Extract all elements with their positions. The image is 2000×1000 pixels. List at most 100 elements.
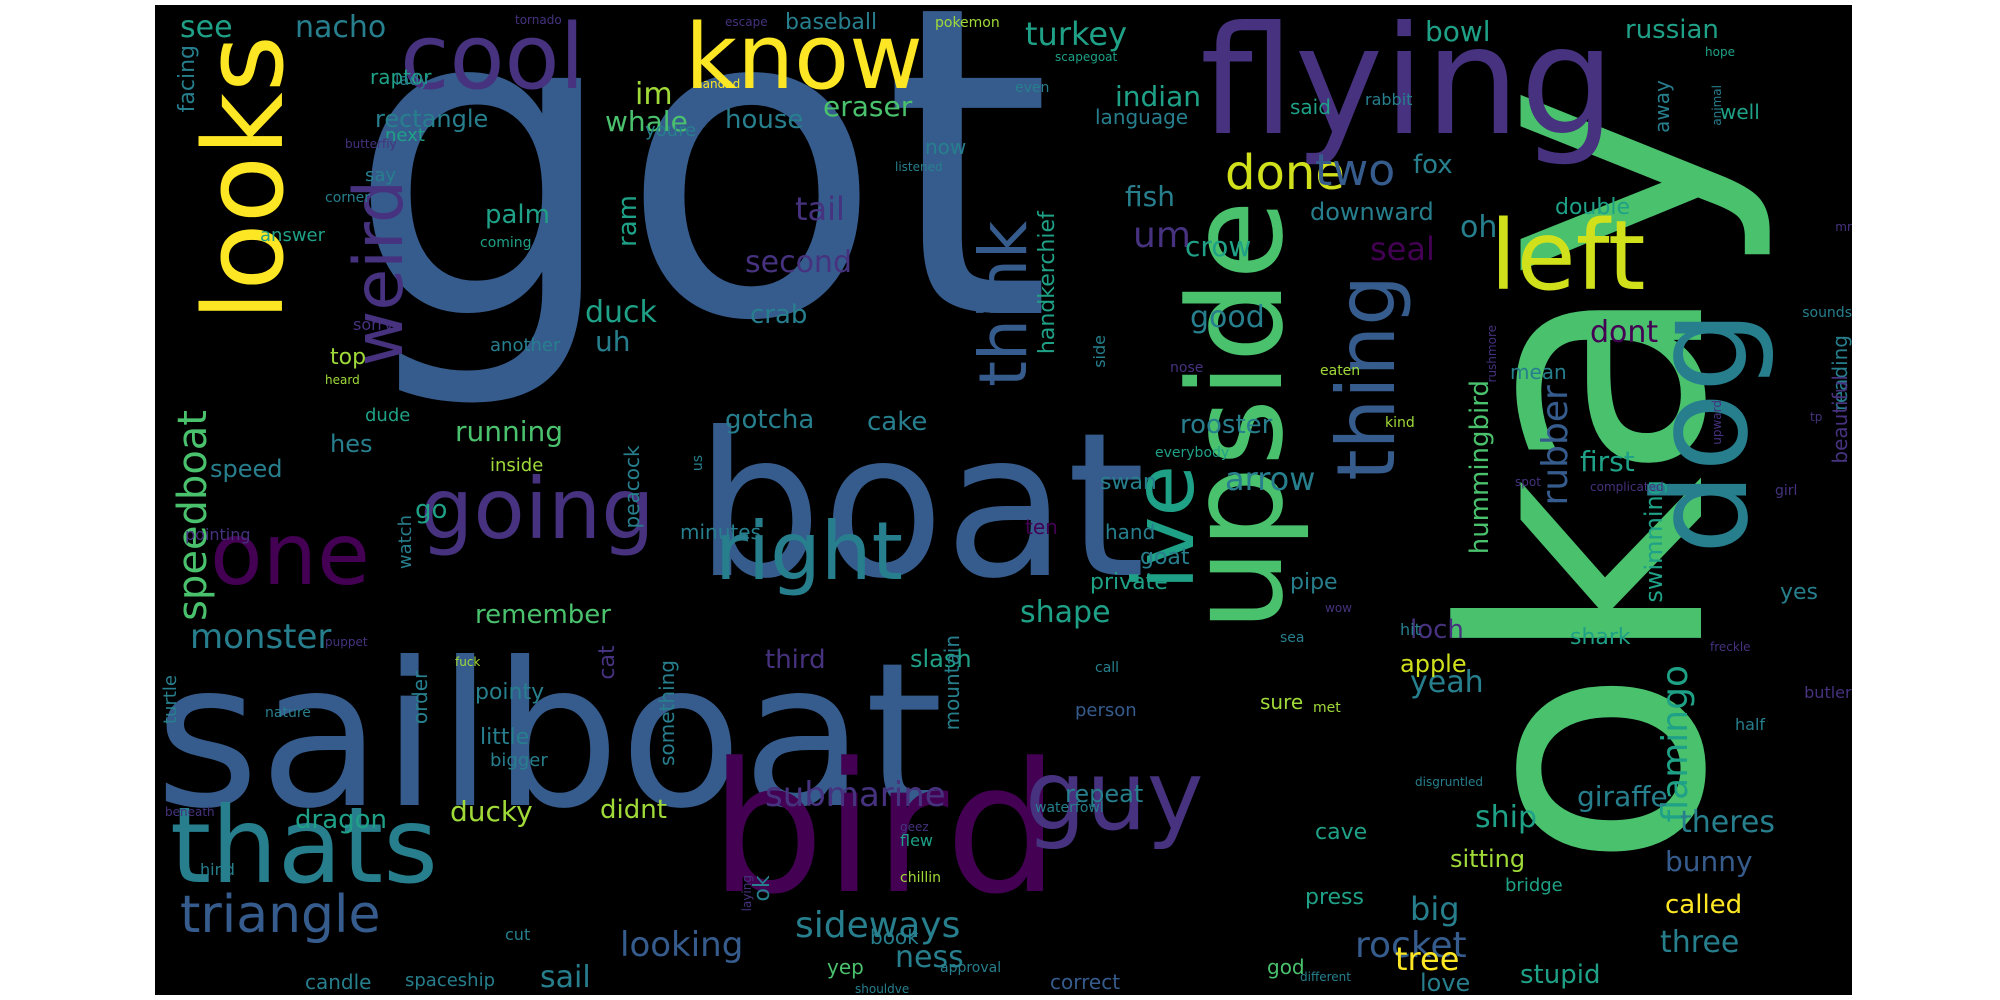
word-coming: coming bbox=[480, 235, 532, 251]
word-slash: slash bbox=[910, 645, 972, 673]
word-pointing: pointing bbox=[185, 525, 251, 544]
word-pipe: pipe bbox=[1290, 570, 1338, 595]
word-two: two bbox=[1315, 145, 1395, 196]
word-shark: shark bbox=[1570, 625, 1631, 650]
word-tornado: tornado bbox=[515, 13, 562, 27]
word-half: half bbox=[1735, 715, 1765, 734]
word-running: running bbox=[455, 415, 563, 448]
word-bridge: bridge bbox=[1505, 875, 1563, 896]
word-seal: seal bbox=[1370, 230, 1435, 268]
word-corner: corner bbox=[325, 190, 370, 206]
word-goat: goat bbox=[1140, 545, 1190, 570]
word-turtle: turtle bbox=[160, 675, 181, 724]
word-russian: russian bbox=[1625, 15, 1719, 45]
word-upside: upside bbox=[1160, 200, 1312, 631]
word-flew: flew bbox=[900, 831, 933, 850]
word-thats: thats bbox=[170, 785, 438, 907]
word-right: right bbox=[715, 505, 903, 598]
word-dude: dude bbox=[365, 405, 410, 426]
word-away: away bbox=[1650, 80, 1674, 133]
word-triangle: triangle bbox=[180, 885, 380, 945]
word-ness: ness bbox=[895, 940, 964, 975]
word-second: second bbox=[745, 245, 852, 280]
word-ship: ship bbox=[1475, 800, 1537, 835]
word-say: say bbox=[365, 165, 396, 186]
word-cool: cool bbox=[400, 5, 585, 110]
word-listened: listened bbox=[895, 160, 943, 174]
word-called: called bbox=[1665, 890, 1742, 920]
word-shape: shape bbox=[1020, 595, 1111, 630]
word-monster: monster bbox=[190, 617, 331, 657]
word-theres: theres bbox=[1680, 805, 1775, 840]
word-person: person bbox=[1075, 700, 1137, 721]
word-sailboat: sailboat bbox=[155, 620, 943, 853]
word-youre: youre bbox=[645, 120, 696, 141]
word-puppet: puppet bbox=[325, 635, 368, 649]
word-eaten: eaten bbox=[1320, 363, 1360, 379]
word-hes: hes bbox=[330, 430, 372, 458]
word-mr: mr bbox=[1835, 220, 1852, 234]
word-mean: mean bbox=[1510, 360, 1567, 384]
word-crab: crab bbox=[750, 300, 807, 330]
word-dont: dont bbox=[1590, 315, 1658, 350]
word-god: god bbox=[1267, 955, 1305, 979]
word-order: order bbox=[408, 670, 432, 724]
word-girl: girl bbox=[1775, 483, 1797, 499]
word-spaceship: spaceship bbox=[405, 970, 495, 991]
word-swan: swan bbox=[1100, 470, 1157, 495]
word-next: next bbox=[385, 125, 425, 146]
word-chillin: chillin bbox=[900, 870, 941, 886]
word-good: good bbox=[1190, 300, 1265, 335]
word-something: something bbox=[655, 660, 679, 766]
word-hit: hit bbox=[1400, 620, 1421, 639]
word-rushmore: rushmore bbox=[1485, 325, 1499, 382]
word-palm: palm bbox=[485, 200, 550, 230]
word-first: first bbox=[1580, 445, 1635, 478]
word-answer: answer bbox=[260, 225, 326, 246]
word-facing: facing bbox=[175, 45, 200, 112]
word-flamingo: flamingo bbox=[1655, 665, 1696, 823]
word-done: done bbox=[1225, 145, 1345, 201]
word-speedboat: speedboat bbox=[170, 410, 216, 621]
word-big: big bbox=[1410, 890, 1460, 928]
word-speed: speed bbox=[210, 455, 283, 483]
word-going: going bbox=[420, 460, 655, 558]
word-pointy: pointy bbox=[475, 680, 544, 705]
word-watch: watch bbox=[395, 515, 416, 569]
word-third: third bbox=[765, 645, 826, 675]
word-got: got bbox=[347, 5, 1052, 415]
word-ducky: ducky bbox=[450, 795, 533, 828]
word-private: private bbox=[1090, 570, 1168, 595]
word-said: said bbox=[1290, 95, 1331, 119]
word-shouldve: shouldve bbox=[855, 982, 909, 995]
word-apple: apple bbox=[1400, 650, 1467, 678]
word-handed: handed bbox=[695, 77, 740, 91]
word-indian: indian bbox=[1115, 80, 1201, 113]
word-stupid: stupid bbox=[1520, 960, 1600, 990]
word-think: think bbox=[965, 220, 1042, 387]
word-whale: whale bbox=[605, 105, 688, 138]
word-downward: downward bbox=[1310, 198, 1434, 226]
word-spot: spot bbox=[1515, 475, 1541, 489]
word-met: met bbox=[1313, 700, 1341, 716]
word-call: call bbox=[1095, 660, 1119, 676]
word-bird: bird bbox=[710, 725, 1059, 934]
word-ok: ok bbox=[750, 875, 775, 901]
word-turkey: turkey bbox=[1025, 15, 1127, 53]
word-love: love bbox=[1420, 969, 1470, 995]
word-lady: lady bbox=[395, 70, 429, 89]
word-little: little bbox=[480, 725, 529, 750]
word-flying: flying bbox=[1200, 5, 1615, 169]
word-submarine: submarine bbox=[765, 775, 946, 815]
word-minutes: minutes bbox=[680, 520, 761, 544]
word-dragon: dragon bbox=[295, 805, 387, 835]
word-animal: animal bbox=[1710, 85, 1724, 126]
word-ten: ten bbox=[1025, 515, 1058, 539]
word-swimming: swimming bbox=[1640, 480, 1668, 603]
word-well: well bbox=[1720, 100, 1760, 124]
word-raptor: raptor bbox=[370, 65, 432, 89]
word-giraffe: giraffe bbox=[1577, 780, 1668, 813]
word-cloud: got sailboat boat bird okay flying upside dog lo… bbox=[155, 5, 1852, 995]
word-three: three bbox=[1660, 925, 1739, 960]
word-top: top bbox=[330, 345, 366, 370]
